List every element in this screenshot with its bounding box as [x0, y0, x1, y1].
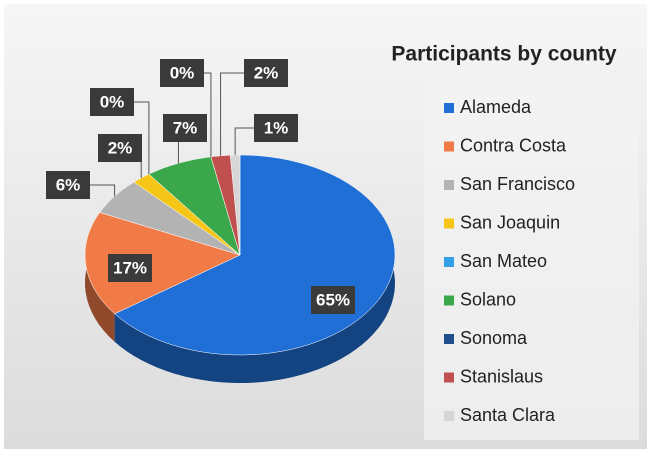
legend-box — [424, 80, 639, 440]
legend-label: Stanislaus — [460, 366, 543, 386]
legend-swatch — [444, 295, 454, 306]
legend-swatch — [444, 218, 454, 229]
legend-label: Contra Costa — [460, 135, 567, 155]
legend-label: San Francisco — [460, 174, 575, 194]
label-box — [90, 88, 134, 116]
legend-swatch — [444, 257, 454, 267]
legend-label: San Joaquin — [460, 212, 560, 232]
label-box — [163, 114, 207, 142]
data-label: 6% — [56, 175, 81, 194]
legend-swatch — [444, 180, 454, 190]
label-box — [244, 59, 288, 87]
chart-title: Participants by county — [391, 43, 617, 66]
slice-side — [114, 155, 396, 383]
label-box — [108, 254, 152, 282]
data-label: 2% — [254, 63, 279, 82]
legend-label: Santa Clara — [460, 405, 556, 425]
data-label: 7% — [173, 118, 198, 137]
leader-line — [132, 101, 150, 175]
data-label: 2% — [108, 138, 133, 157]
data-label: 0% — [170, 63, 195, 82]
leader-line — [88, 184, 116, 197]
legend-label: Alameda — [460, 97, 532, 117]
label-box — [254, 114, 298, 142]
label-box — [160, 59, 204, 87]
slice — [84, 212, 241, 315]
label-box — [311, 286, 355, 314]
leader-line — [202, 72, 212, 157]
legend-swatch — [444, 103, 454, 113]
label-box — [98, 134, 142, 162]
data-label: 0% — [100, 92, 125, 111]
label-box — [46, 171, 90, 199]
legend-swatch — [444, 411, 454, 421]
legend-label: San Mateo — [460, 251, 547, 271]
data-label: 17% — [113, 258, 147, 277]
legend-swatch — [444, 334, 454, 344]
data-label: 1% — [264, 118, 289, 137]
legend-label: Sonoma — [460, 328, 528, 348]
legend-swatch — [444, 372, 454, 383]
data-label: 65% — [316, 290, 350, 309]
legend-label: Solano — [460, 289, 516, 309]
legend-swatch — [444, 141, 454, 152]
